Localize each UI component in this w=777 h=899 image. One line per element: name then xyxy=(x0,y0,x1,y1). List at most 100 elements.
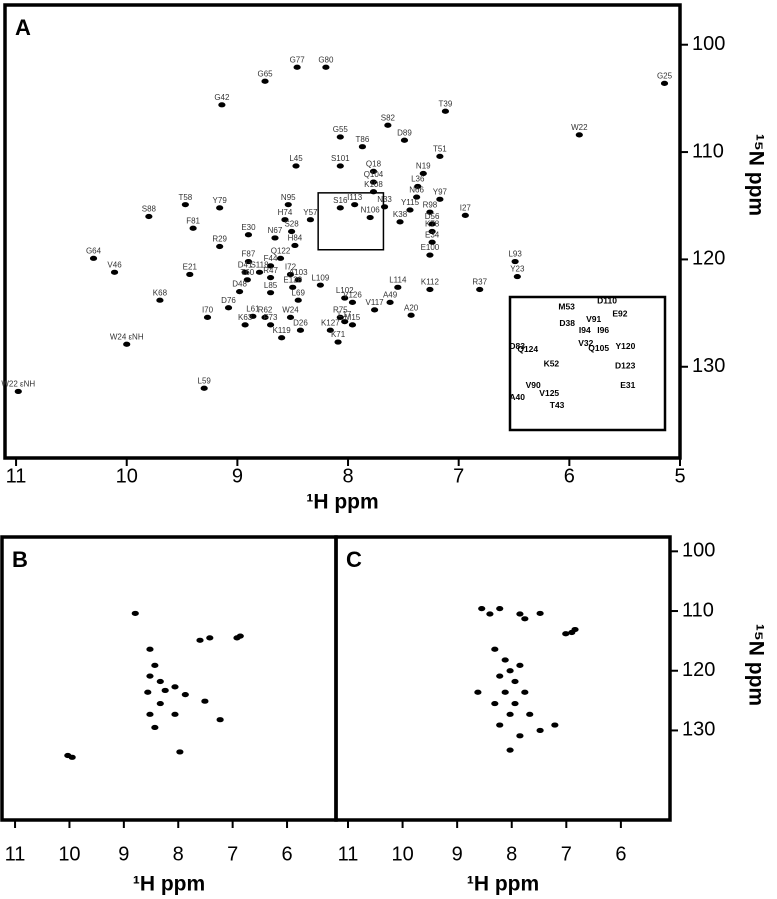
peak xyxy=(441,108,450,114)
x-tick-label: 7 xyxy=(561,843,572,865)
y-tick-label: 120 xyxy=(682,659,715,681)
peak xyxy=(145,213,153,220)
peak-label: F73 xyxy=(264,313,278,322)
peak-label: Y97 xyxy=(433,187,448,196)
peak xyxy=(516,662,524,668)
peak xyxy=(413,194,421,200)
peak xyxy=(255,269,264,275)
peak xyxy=(536,727,544,734)
x-axis-label: ¹H ppm xyxy=(306,491,378,514)
peak xyxy=(322,64,330,70)
peak xyxy=(436,153,444,159)
peak xyxy=(235,289,244,295)
peak xyxy=(366,214,374,221)
peak-label: K127 xyxy=(321,318,340,327)
y-tick-label: 130 xyxy=(682,719,715,741)
peak-label: S88 xyxy=(142,205,157,214)
peak xyxy=(266,263,275,269)
peak xyxy=(201,698,209,704)
peak xyxy=(436,196,444,202)
peak-label: S16 xyxy=(333,196,348,205)
peak xyxy=(171,711,179,717)
x-tick-label: 10 xyxy=(58,843,80,865)
peak xyxy=(369,179,378,185)
peak-label: I94 xyxy=(579,325,591,335)
peak-label: V91 xyxy=(586,314,601,324)
peak xyxy=(419,170,427,177)
peak xyxy=(394,284,402,290)
peak xyxy=(110,269,119,275)
peak xyxy=(14,388,22,395)
peak xyxy=(341,319,349,325)
panel-letter: C xyxy=(346,547,362,572)
peak xyxy=(536,610,544,617)
peak-label: D38 xyxy=(559,318,575,328)
peak-label: D83 xyxy=(509,341,525,351)
panel-letter: A xyxy=(15,15,31,40)
peak xyxy=(292,163,300,169)
panel: B 11 10 9 8 7 6 ¹H ppm xyxy=(0,535,338,896)
peak-label: A49 xyxy=(383,290,398,299)
peak xyxy=(571,626,579,633)
peak xyxy=(348,299,357,305)
peak-label: G25 xyxy=(657,71,673,80)
inset-frame xyxy=(508,295,667,432)
peak xyxy=(151,724,159,731)
x-tick-label: 11 xyxy=(338,843,359,865)
x-tick-label: 5 xyxy=(674,465,685,487)
peak-label: Y115 xyxy=(401,198,420,207)
peak-label: Y57 xyxy=(303,208,318,217)
peak-label: L102 xyxy=(336,286,354,295)
peak xyxy=(511,700,519,707)
peak xyxy=(266,275,275,281)
peak-label: G42 xyxy=(214,93,230,102)
peak xyxy=(351,202,359,208)
peak xyxy=(218,102,226,108)
peak xyxy=(200,385,208,391)
y-axis-label: ¹⁵N ppm xyxy=(744,624,767,706)
peak-label: L36 xyxy=(411,175,425,184)
peak-label: T51 xyxy=(433,144,447,153)
peak xyxy=(189,225,197,231)
peak xyxy=(216,205,224,211)
peak xyxy=(278,335,286,341)
x-axis-label: ¹H ppm xyxy=(133,873,205,896)
peak xyxy=(291,242,299,249)
peak xyxy=(551,722,559,728)
peak xyxy=(491,646,499,652)
peak xyxy=(266,322,275,328)
peak xyxy=(123,341,131,347)
peak xyxy=(281,217,289,223)
peak xyxy=(144,689,152,695)
peak xyxy=(511,678,519,685)
peak-label: R75 xyxy=(333,305,348,314)
peak-label: A103 xyxy=(289,268,308,277)
peak-label: E100 xyxy=(421,243,440,252)
peak-label: V125 xyxy=(539,388,559,398)
peak-label: A20 xyxy=(404,303,419,312)
peak xyxy=(428,221,436,227)
peak-label: F81 xyxy=(186,216,200,225)
peak xyxy=(294,277,302,283)
peak-label: D26 xyxy=(293,318,308,327)
peak-label: E92 xyxy=(612,308,627,318)
peak-label: V126 xyxy=(343,290,362,299)
peak-label: D110 xyxy=(597,295,617,305)
x-tick-label: 7 xyxy=(453,465,464,487)
peak xyxy=(496,722,504,728)
peak-label: T39 xyxy=(439,99,453,108)
peak xyxy=(400,137,409,143)
peak xyxy=(474,689,482,695)
peak-label: W22 xyxy=(571,123,588,132)
peak xyxy=(496,606,504,612)
peak-label: R29 xyxy=(212,235,227,244)
peak-label: I113 xyxy=(347,193,363,202)
peak xyxy=(506,668,514,674)
peak-label: L69 xyxy=(292,288,306,297)
peak xyxy=(243,277,251,283)
peak-label: G55 xyxy=(333,125,349,134)
y-axis-label: ¹⁵N ppm xyxy=(744,134,767,216)
peak xyxy=(146,646,154,652)
peak-label: V32 xyxy=(578,338,593,348)
